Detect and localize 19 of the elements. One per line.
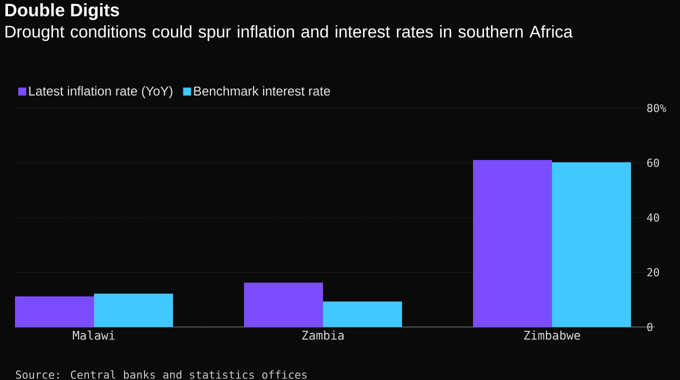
x-tick-label: Zambia xyxy=(302,330,344,340)
bar xyxy=(552,162,632,327)
bar xyxy=(94,294,174,327)
y-tick-label: 80% xyxy=(647,104,666,112)
x-tick-label: Zimbabwe xyxy=(524,330,580,340)
bar xyxy=(244,282,324,327)
y-tick-label: 0 xyxy=(647,322,652,332)
bar xyxy=(323,302,402,327)
bar xyxy=(473,160,552,327)
legend-label: Benchmark interest rate xyxy=(194,86,330,96)
legend-label: Latest inflation rate (YoY) xyxy=(29,86,172,98)
source-note: Source: Central banks and statistics offices xyxy=(16,370,307,379)
y-tick-label: 40 xyxy=(647,213,660,222)
bar xyxy=(15,296,94,327)
y-tick-label: 20 xyxy=(647,268,660,276)
chart-subtitle: Drought conditions could spur inflation and interest rates in southern Africa xyxy=(6,25,573,41)
x-tick-label: Malawi xyxy=(72,330,115,340)
y-tick-label: 60 xyxy=(647,158,660,167)
chart-title: Double Digits xyxy=(5,3,120,20)
